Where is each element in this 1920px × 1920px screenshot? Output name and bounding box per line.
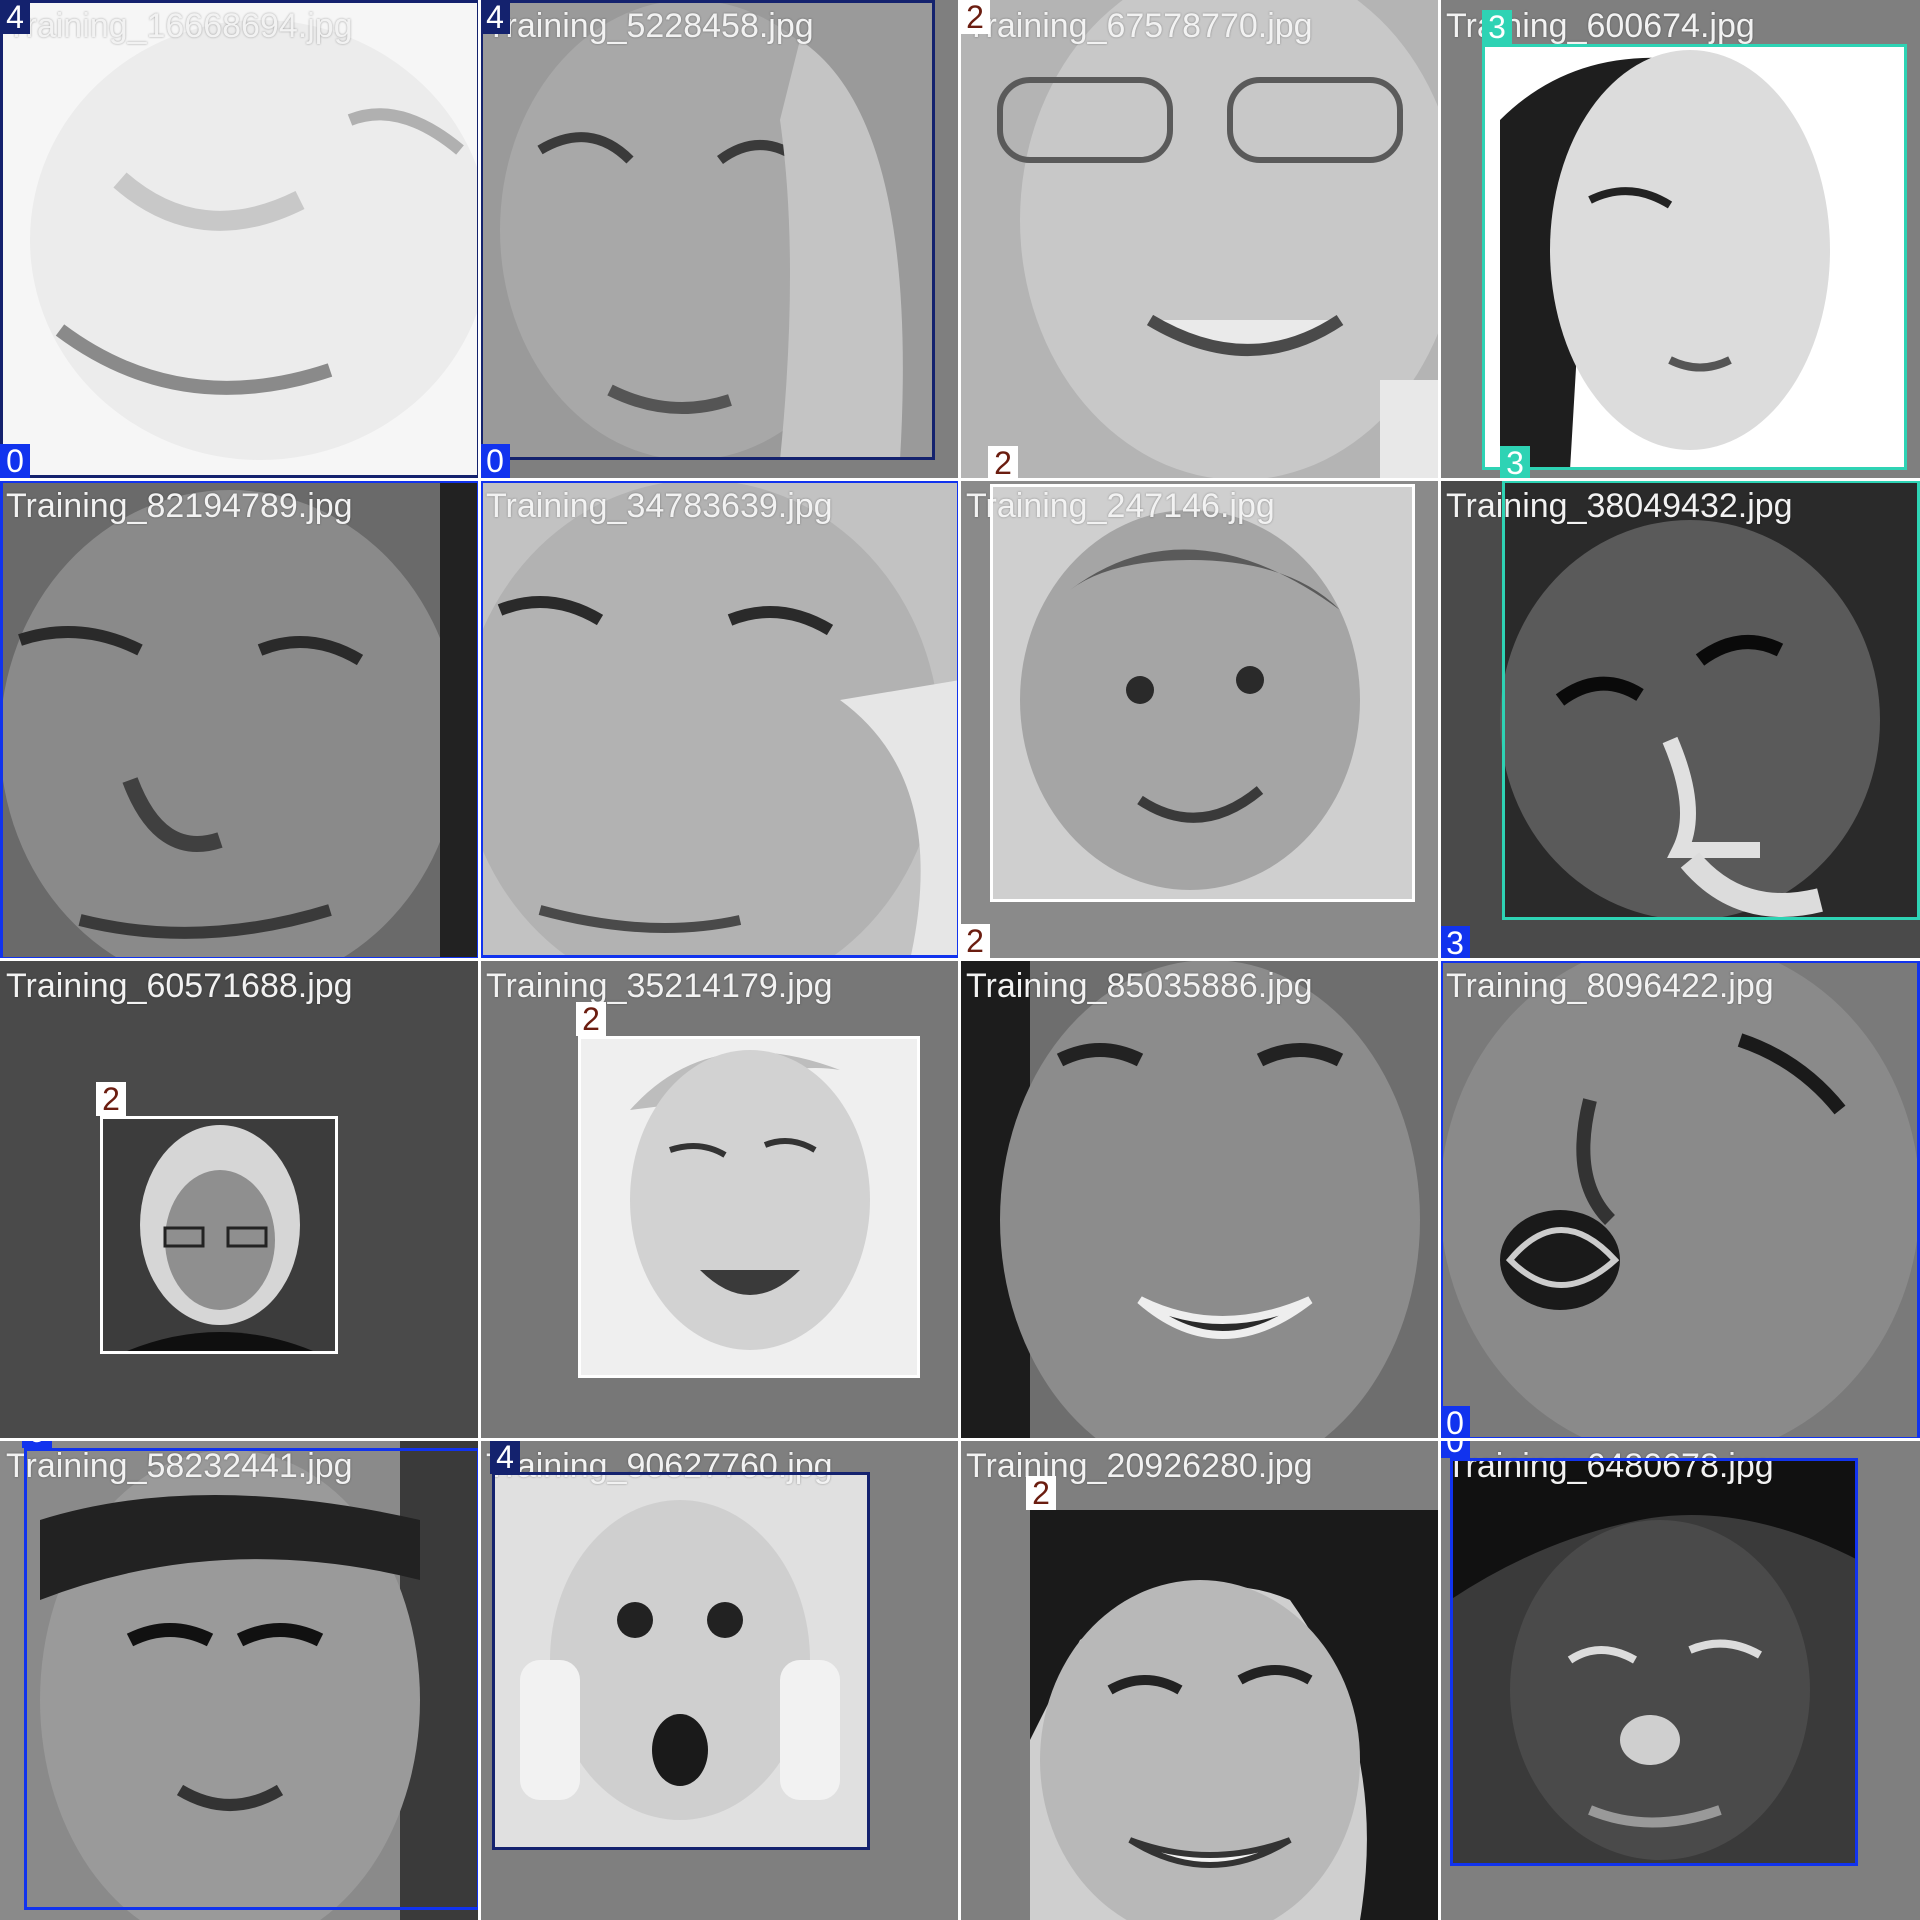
bounding-box bbox=[480, 0, 935, 460]
filename-label: Training_85035886.jpg bbox=[966, 967, 1313, 1005]
class-badge: 4 bbox=[0, 0, 30, 34]
tile-16: Training_6480678.jpg 0 bbox=[1440, 1440, 1920, 1920]
bounding-box bbox=[480, 480, 960, 958]
class-badge: 0 bbox=[22, 1440, 52, 1448]
filename-label: Training_34783639.jpg bbox=[486, 487, 833, 525]
bounding-box bbox=[578, 1036, 920, 1378]
face-photo bbox=[960, 0, 1440, 480]
tile-1: Training_16668694.jpg 4 0 bbox=[0, 0, 480, 480]
filename-label: Training_16668694.jpg bbox=[6, 7, 353, 45]
class-badge: 0 bbox=[1440, 1406, 1470, 1440]
filename-label: Training_58232441.jpg bbox=[6, 1447, 353, 1485]
tile-5: Training_82194789.jpg bbox=[0, 480, 480, 960]
bounding-box bbox=[1440, 960, 1920, 1440]
face-photo bbox=[1440, 480, 1920, 960]
class-badge: 3 bbox=[1440, 926, 1470, 960]
class-badge: 4 bbox=[490, 1440, 520, 1474]
face-photo bbox=[0, 960, 480, 1440]
grid-divider bbox=[0, 1438, 1920, 1441]
face-photo bbox=[1440, 1440, 1920, 1920]
class-badge: 2 bbox=[576, 1002, 606, 1036]
class-badge: 0 bbox=[1440, 1440, 1470, 1458]
bounding-box bbox=[24, 1448, 480, 1910]
filename-label: Training_6480678.jpg bbox=[1446, 1447, 1774, 1485]
tile-13: Training_58232441.jpg 0 bbox=[0, 1440, 480, 1920]
filename-label: Training_5228458.jpg bbox=[486, 7, 814, 45]
class-badge: 2 bbox=[960, 924, 990, 958]
filename-label: Training_35214179.jpg bbox=[486, 967, 833, 1005]
filename-label: Training_20926280.jpg bbox=[966, 1447, 1313, 1485]
filename-label: Training_67578770.jpg bbox=[966, 7, 1313, 45]
bounding-box bbox=[0, 480, 480, 960]
class-badge: 3 bbox=[1482, 10, 1512, 44]
face-photo bbox=[480, 1440, 960, 1920]
class-badge: 3 bbox=[1500, 446, 1530, 480]
face-photo bbox=[0, 480, 480, 960]
filename-label: Training_82194789.jpg bbox=[6, 487, 353, 525]
class-badge: 4 bbox=[480, 0, 510, 34]
filename-label: Training_8096422.jpg bbox=[1446, 967, 1774, 1005]
face-photo bbox=[960, 480, 1440, 960]
bounding-box bbox=[0, 0, 480, 478]
tile-15: Training_20926280.jpg 2 bbox=[960, 1440, 1440, 1920]
tile-2: Training_5228458.jpg 4 0 bbox=[480, 0, 960, 480]
face-photo bbox=[960, 1440, 1440, 1920]
face-photo bbox=[1440, 960, 1920, 1440]
grid-divider bbox=[0, 478, 1920, 481]
grid-divider bbox=[0, 958, 1920, 961]
bounding-box bbox=[1502, 480, 1920, 920]
class-badge: 2 bbox=[988, 446, 1018, 480]
class-badge: 0 bbox=[0, 444, 30, 478]
tile-12: Training_8096422.jpg 0 bbox=[1440, 960, 1920, 1440]
face-photo bbox=[0, 0, 480, 480]
face-photo bbox=[1440, 0, 1920, 480]
tile-14: Training_90627760.jpg 4 bbox=[480, 1440, 960, 1920]
tile-9: Training_60571688.jpg 2 bbox=[0, 960, 480, 1440]
class-badge: 2 bbox=[960, 0, 990, 34]
face-photo bbox=[480, 960, 960, 1440]
class-badge: 2 bbox=[1026, 1476, 1056, 1510]
face-photo bbox=[0, 1440, 480, 1920]
bounding-box bbox=[1450, 1458, 1858, 1866]
bounding-box bbox=[1482, 44, 1907, 470]
filename-label: Training_247146.jpg bbox=[966, 487, 1275, 525]
face-photo bbox=[960, 960, 1440, 1440]
tile-4: Training_600674.jpg 3 3 bbox=[1440, 0, 1920, 480]
tile-6: Training_34783639.jpg bbox=[480, 480, 960, 960]
class-badge: 0 bbox=[480, 444, 510, 478]
tile-7: Training_247146.jpg 2 bbox=[960, 480, 1440, 960]
class-badge: 2 bbox=[96, 1082, 126, 1116]
tile-11: Training_85035886.jpg bbox=[960, 960, 1440, 1440]
face-photo bbox=[480, 480, 960, 960]
tile-3: Training_67578770.jpg 2 2 bbox=[960, 0, 1440, 480]
tile-8: Training_38049432.jpg 3 bbox=[1440, 480, 1920, 960]
bounding-box bbox=[100, 1116, 338, 1354]
tile-10: Training_35214179.jpg 2 bbox=[480, 960, 960, 1440]
filename-label: Training_60571688.jpg bbox=[6, 967, 353, 1005]
face-photo bbox=[480, 0, 960, 480]
bounding-box bbox=[990, 484, 1415, 902]
bounding-box bbox=[492, 1472, 870, 1850]
filename-label: Training_90627760.jpg bbox=[486, 1447, 833, 1485]
